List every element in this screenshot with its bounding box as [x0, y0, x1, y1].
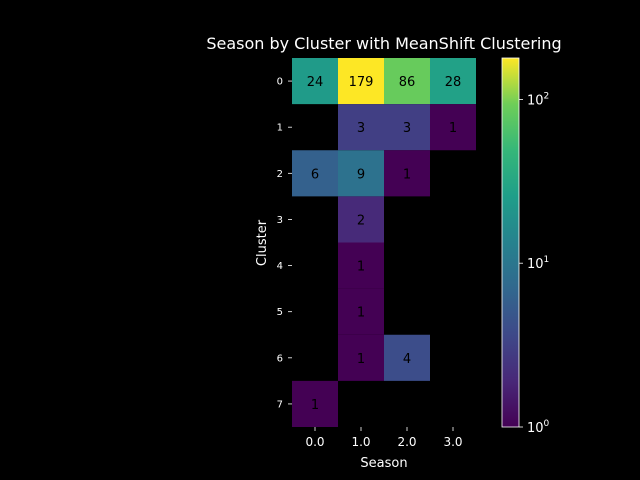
cell-value-label: 24: [307, 75, 324, 90]
heatmap-cell: [338, 334, 384, 381]
heatmap-cell: [338, 196, 384, 243]
x-tick-label: 3.0: [443, 435, 462, 449]
x-axis-label: Season: [360, 456, 407, 471]
heatmap-cell: [430, 104, 476, 151]
heatmap-cell: [338, 150, 384, 197]
heatmap-cell: [338, 104, 384, 151]
y-tick-label: 3: [277, 215, 283, 226]
heatmap-cell: [384, 104, 430, 151]
cell-value-label: 1: [449, 121, 457, 136]
colorbar-tick-label: 102: [527, 91, 549, 108]
chart-title: Season by Cluster with MeanShift Cluster…: [206, 34, 561, 53]
colorbar-gradient: [501, 57, 520, 428]
heatmap-cell: [338, 58, 384, 105]
cell-value-label: 179: [349, 75, 374, 90]
colorbar: 100 101 102: [501, 57, 550, 436]
heatmap-cell: [384, 150, 430, 197]
y-tick-label: 4: [277, 261, 283, 272]
cell-value-label: 1: [357, 352, 365, 367]
y-tick-label: 0: [277, 77, 283, 88]
cell-value-label: 1: [357, 260, 365, 275]
y-tick-label: 2: [277, 169, 283, 180]
heatmap-cells: [292, 58, 476, 427]
heatmap-cell: [292, 380, 338, 427]
heatmap-cell: [292, 58, 338, 105]
y-tick-label: 7: [277, 399, 283, 410]
colorbar-tick-label: 101: [527, 255, 549, 272]
heatmap-cell: [430, 58, 476, 105]
y-tick-label: 1: [277, 123, 283, 134]
heatmap-cell: [384, 58, 430, 105]
cell-value-label: 3: [357, 121, 365, 136]
x-tick-label: 0.0: [305, 435, 324, 449]
y-tick-label: 6: [277, 353, 283, 364]
cell-value-label: 6: [311, 167, 319, 182]
heatmap-cell: [338, 288, 384, 335]
x-axis: 0.0 1.0 2.0 3.0: [305, 427, 463, 449]
heatmap-cell: [384, 334, 430, 381]
y-axis-label: Cluster: [255, 219, 270, 266]
y-tick-label: 5: [277, 307, 283, 318]
cell-value-label: 9: [357, 167, 365, 182]
cell-value-label: 1: [311, 398, 319, 413]
cell-value-label: 86: [399, 75, 416, 90]
cell-value-label: 2: [357, 213, 365, 228]
cell-value-label: 1: [403, 167, 411, 182]
x-tick-label: 2.0: [397, 435, 416, 449]
heatmap-cell: [292, 150, 338, 197]
cell-value-label: 4: [403, 352, 411, 367]
cell-value-label: 28: [445, 75, 462, 90]
y-axis: 0 1 2 3 4 5 6 7: [277, 77, 292, 410]
heatmap-cell: [338, 242, 384, 289]
x-tick-label: 1.0: [351, 435, 370, 449]
colorbar-tick-label: 100: [527, 419, 550, 436]
cell-value-label: 3: [403, 121, 411, 136]
cell-value-label: 1: [357, 306, 365, 321]
